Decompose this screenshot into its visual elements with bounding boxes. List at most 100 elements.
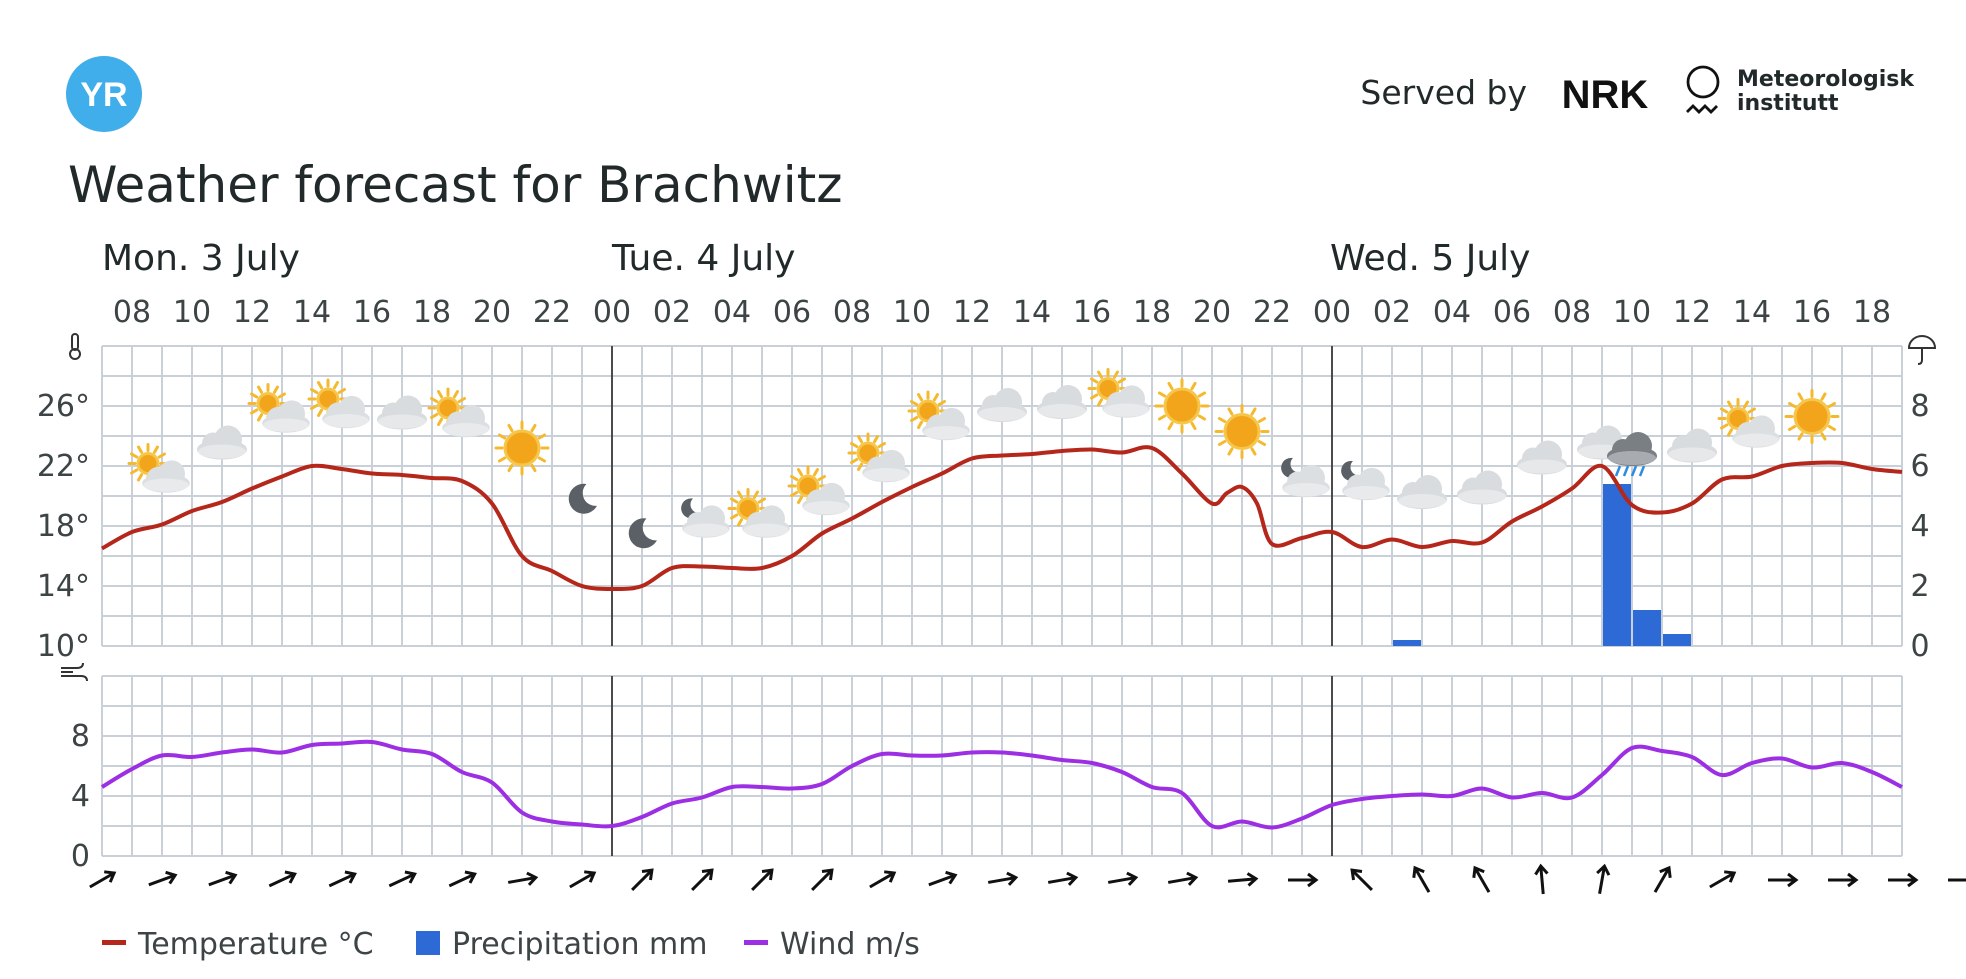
sun-icon [1154, 378, 1210, 434]
partly-cloudy-icon [847, 432, 910, 483]
cloudy-icon [1667, 428, 1717, 463]
wind-direction-arrow [869, 870, 897, 889]
hour-tick-label: 10 [173, 295, 211, 330]
hour-tick-label: 02 [1373, 295, 1411, 330]
weather-symbols [127, 368, 1840, 549]
legend: Temperature °C Precipitation mm Wind m/s [102, 927, 920, 962]
temperature-tick-label: 18° [37, 509, 90, 544]
cloudy-icon [1457, 470, 1507, 505]
wind-direction-arrow [631, 868, 654, 891]
yr-logo-text: YR [80, 76, 127, 114]
hour-tick-label: 12 [953, 295, 991, 330]
day-labels: Mon. 3 July Tue. 4 July Wed. 5 July [102, 238, 1530, 279]
wind-direction-arrow [448, 870, 477, 888]
moon-icon [628, 518, 657, 549]
sun-icon [1784, 389, 1840, 444]
hour-tick-label: 02 [653, 295, 691, 330]
rain-icon [1607, 432, 1657, 477]
night-cloudy-icon [681, 498, 730, 538]
page-title: Weather forecast for Brachwitz [68, 156, 843, 214]
wind-direction-arrow [1653, 865, 1672, 893]
night-cloudy-icon [1341, 460, 1390, 501]
wind-direction-arrow [1948, 878, 1966, 882]
wind-tick-label: 8 [71, 719, 90, 754]
wind-direction-arrow [1768, 872, 1799, 888]
partly-cloudy-icon [127, 443, 190, 493]
temperature-tick-label: 22° [37, 449, 90, 484]
night-cloudy-icon [1281, 457, 1330, 498]
moon-icon [568, 483, 597, 514]
hour-tick-label: 18 [413, 295, 451, 330]
hour-tick-label: 16 [353, 295, 391, 330]
wind-direction-arrow [89, 870, 117, 889]
precipitation-bar [1663, 634, 1691, 646]
precipitation-bar [1603, 484, 1631, 646]
wind-direction-arrow [1709, 870, 1737, 889]
temperature-tick-label: 10° [37, 629, 90, 664]
hour-tick-label: 12 [1673, 295, 1711, 330]
precipitation-tick-label: 4 [1910, 509, 1929, 544]
cloudy-icon [377, 395, 427, 430]
legend-swatch [102, 940, 126, 945]
yr-logo[interactable]: YR [66, 56, 142, 132]
temperature-tick-label: 14° [37, 569, 90, 604]
hour-tick-label: 22 [533, 295, 571, 330]
temperature-tick-label: 26° [37, 389, 90, 424]
sun-icon [1214, 404, 1270, 459]
hour-tick-label: 00 [593, 295, 631, 330]
precipitation-tick-label: 2 [1910, 569, 1929, 604]
umbrella-icon [1907, 335, 1937, 365]
nrk-logo[interactable]: NRK [1555, 72, 1655, 112]
met-sun-icon [1686, 65, 1720, 114]
legend-label: Wind m/s [780, 927, 920, 962]
wind-direction-arrow [1596, 863, 1611, 895]
legend-label: Precipitation mm [452, 927, 708, 962]
hour-tick-label: 08 [113, 295, 151, 330]
met-line-1: Meteorologisk [1737, 67, 1914, 92]
wind-direction-arrow [1107, 871, 1139, 886]
hour-tick-label: 04 [1433, 295, 1471, 330]
hour-tick-label: 18 [1853, 295, 1891, 330]
met-line-2: institutt [1737, 91, 1839, 116]
wind-direction-arrow [148, 870, 178, 887]
partly-cloudy-icon [907, 390, 970, 441]
hour-tick-labels: 08 10 12 14 16 18 20 22 00 02 04 06 08 10 12 14 16 18 20 22… [113, 295, 1891, 330]
wind-direction-arrow [507, 871, 539, 886]
thermometer-icon [69, 333, 81, 360]
wind-direction-arrow [1047, 871, 1079, 886]
wind-direction-arrow [1412, 865, 1431, 893]
svg-text:NRK: NRK [1562, 73, 1649, 112]
hour-tick-label: 12 [233, 295, 271, 330]
day-label: Mon. 3 July [102, 238, 300, 279]
legend-item: Wind m/s [744, 927, 920, 962]
legend-item: Temperature °C [102, 927, 374, 962]
wind-direction-arrow [691, 868, 714, 891]
hour-tick-label: 06 [1493, 295, 1531, 330]
hour-tick-label: 10 [1613, 295, 1651, 330]
wind-line [100, 739, 1903, 830]
hour-tick-label: 22 [1253, 295, 1291, 330]
met-institute-logo[interactable]: Meteorologisk institutt [1683, 62, 1914, 122]
grid [101, 345, 1903, 857]
wind-direction-arrow [1167, 871, 1199, 886]
partly-cloudy-icon [1717, 398, 1780, 448]
precipitation-tick-label: 0 [1910, 629, 1929, 664]
sun-icon [494, 420, 550, 476]
precipitation-bar [1393, 640, 1421, 646]
partly-cloudy-icon [1087, 368, 1150, 418]
wind-direction-arrow [1288, 872, 1319, 888]
cloudy-icon [1517, 440, 1567, 475]
precipitation-bar [1633, 610, 1661, 646]
hour-tick-label: 14 [293, 295, 331, 330]
partly-cloudy-icon [427, 387, 490, 438]
precipitation-tick-label: 8 [1910, 389, 1929, 424]
hour-tick-label: 08 [1553, 295, 1591, 330]
partly-cloudy-icon [787, 465, 850, 516]
wind-direction-arrow [569, 870, 597, 889]
hour-tick-label: 20 [473, 295, 511, 330]
hour-tick-label: 16 [1793, 295, 1831, 330]
precipitation-bars [1393, 484, 1691, 646]
hour-tick-label: 20 [1193, 295, 1231, 330]
hour-tick-label: 14 [1733, 295, 1771, 330]
